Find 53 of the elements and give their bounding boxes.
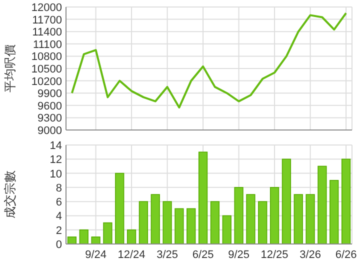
y-tick-label: 10500 xyxy=(31,64,62,76)
bar xyxy=(294,194,303,244)
bar xyxy=(115,172,124,244)
x-tick-label: 12/24 xyxy=(118,249,146,261)
y-axis-title: 平均呎價 xyxy=(3,44,17,92)
bar xyxy=(282,158,292,244)
bar xyxy=(79,229,88,244)
y-tick-label: 4 xyxy=(56,210,62,223)
x-tick-label: 9/24 xyxy=(85,249,107,261)
y-tick-label: 11100 xyxy=(33,38,62,51)
bar xyxy=(126,229,136,244)
bar xyxy=(210,201,220,244)
y-tick-label: 9600 xyxy=(38,100,62,112)
bar xyxy=(258,201,268,244)
bar xyxy=(186,208,196,244)
y-tick-label: 12 xyxy=(50,154,62,166)
bar xyxy=(246,194,256,244)
y-tick-label: 9000 xyxy=(38,125,62,137)
line-series xyxy=(70,12,348,108)
y-tick-label: 14 xyxy=(50,140,62,152)
y-tick-label: 8 xyxy=(56,182,62,194)
x-tick-label: 3/26 xyxy=(300,249,322,261)
x-tick-label: 3/25 xyxy=(156,249,178,261)
y-tick-label: 11400 xyxy=(32,26,62,39)
y-tick-label: 9900 xyxy=(38,88,62,100)
bar xyxy=(138,201,148,244)
bar xyxy=(341,158,351,244)
y-axis-title: 成交宗數 xyxy=(3,170,17,218)
y-tick-label: 12000 xyxy=(31,2,62,14)
y-tick-label: 10 xyxy=(50,168,62,180)
y-tick-label: 10800 xyxy=(31,51,62,64)
y-tick-label: 2 xyxy=(56,224,62,237)
bar xyxy=(198,152,208,244)
bar xyxy=(162,201,172,244)
bar xyxy=(103,222,112,244)
y-tick-label: 11700 xyxy=(32,14,62,26)
y-tick-label: 10200 xyxy=(31,76,62,88)
bar xyxy=(91,236,100,244)
x-tick-label: 6/26 xyxy=(335,249,357,261)
x-tick-label: 6/25 xyxy=(192,249,214,261)
bar xyxy=(318,166,327,244)
x-tick-label: 12/25 xyxy=(260,249,288,261)
y-tick-label: 0 xyxy=(56,239,62,251)
y-tick-label: 9300 xyxy=(38,112,62,125)
bar xyxy=(222,215,232,244)
x-tick-label: 9/25 xyxy=(228,249,250,261)
bar xyxy=(174,208,184,244)
bar xyxy=(330,180,339,244)
bar xyxy=(270,187,280,244)
y-tick-label: 6 xyxy=(56,196,62,209)
bar xyxy=(150,194,160,244)
bar xyxy=(234,187,244,244)
bar xyxy=(306,194,315,244)
